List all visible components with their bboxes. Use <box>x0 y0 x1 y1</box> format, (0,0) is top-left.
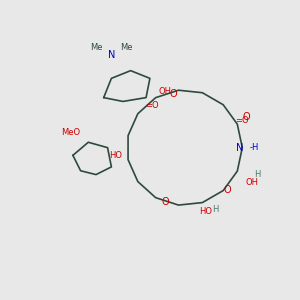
Text: MeO: MeO <box>61 128 80 137</box>
Text: O: O <box>161 196 169 206</box>
Text: O: O <box>242 112 250 122</box>
Text: =O: =O <box>146 101 159 110</box>
Text: Me: Me <box>121 43 133 52</box>
Text: N: N <box>236 143 244 153</box>
Text: -H: -H <box>250 143 260 152</box>
Text: =O: =O <box>236 116 249 125</box>
Text: Me: Me <box>90 43 102 52</box>
Text: O: O <box>223 185 231 195</box>
Text: HO: HO <box>109 151 122 160</box>
Text: OH: OH <box>246 178 259 187</box>
Text: N: N <box>108 50 115 60</box>
Text: O: O <box>169 89 177 99</box>
Text: OH: OH <box>159 87 172 96</box>
Text: H: H <box>212 205 218 214</box>
Text: H: H <box>254 170 261 179</box>
Text: HO: HO <box>200 207 213 216</box>
